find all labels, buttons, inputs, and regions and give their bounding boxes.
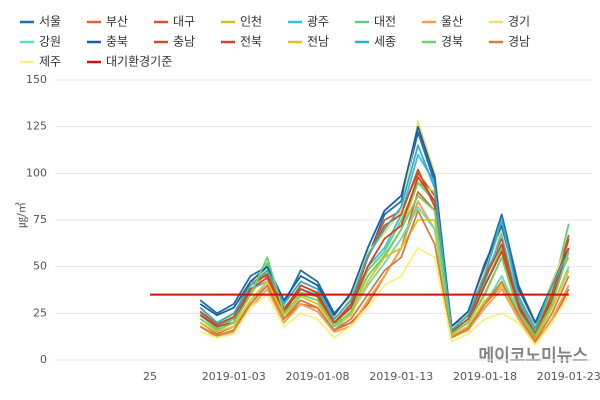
x-tick-label: 25: [143, 370, 157, 383]
series-line: [199, 194, 570, 337]
series-line: [199, 153, 570, 332]
y-tick-label: 100: [26, 166, 47, 179]
legend-label: 제주: [39, 55, 61, 69]
series-line: [199, 120, 570, 332]
y-tick-label: 0: [40, 353, 47, 366]
legend-label: 충북: [106, 35, 128, 49]
legend-label: 전남: [307, 35, 329, 49]
series-line: [199, 168, 570, 335]
legend-label: 인천: [240, 14, 262, 29]
series-line: [199, 144, 570, 332]
legend-label: 충남: [173, 35, 195, 49]
legend-label: 울산: [441, 15, 463, 29]
x-tick-label: 2019-01-03: [202, 370, 266, 383]
legend-label: 광주: [307, 15, 329, 29]
y-tick-label: 75: [33, 213, 47, 226]
x-tick-label: 2019-01-18: [453, 370, 517, 383]
legend-label: 대구: [173, 15, 195, 29]
y-axis-label: ㎍/㎥: [15, 202, 28, 228]
legend-label: 세종: [374, 35, 396, 49]
legend-label: 전북: [240, 35, 262, 49]
legend-label: 부산: [106, 15, 128, 29]
watermark: 메이코노미뉴스: [479, 346, 589, 366]
x-tick-label: 2019-01-23: [537, 370, 600, 383]
series-line: [199, 209, 570, 343]
legend-label: 대기환경기준: [106, 55, 172, 69]
series-line: [199, 176, 570, 339]
legend-label: 강원: [39, 35, 61, 49]
y-tick-label: 50: [33, 260, 47, 273]
legend-label: 대전: [374, 15, 396, 29]
legend-label: 경북: [441, 35, 463, 49]
x-tick-label: 2019-01-08: [286, 370, 350, 383]
legend-label: 서울: [39, 15, 61, 29]
legend-label: 경기: [508, 15, 530, 29]
x-tick-label: 2019-01-13: [369, 370, 433, 383]
y-tick-label: 125: [26, 120, 47, 133]
y-tick-label: 25: [33, 306, 47, 319]
y-tick-label: 150: [26, 73, 47, 86]
series-line: [199, 247, 570, 346]
legend-label: 경남: [508, 35, 530, 49]
